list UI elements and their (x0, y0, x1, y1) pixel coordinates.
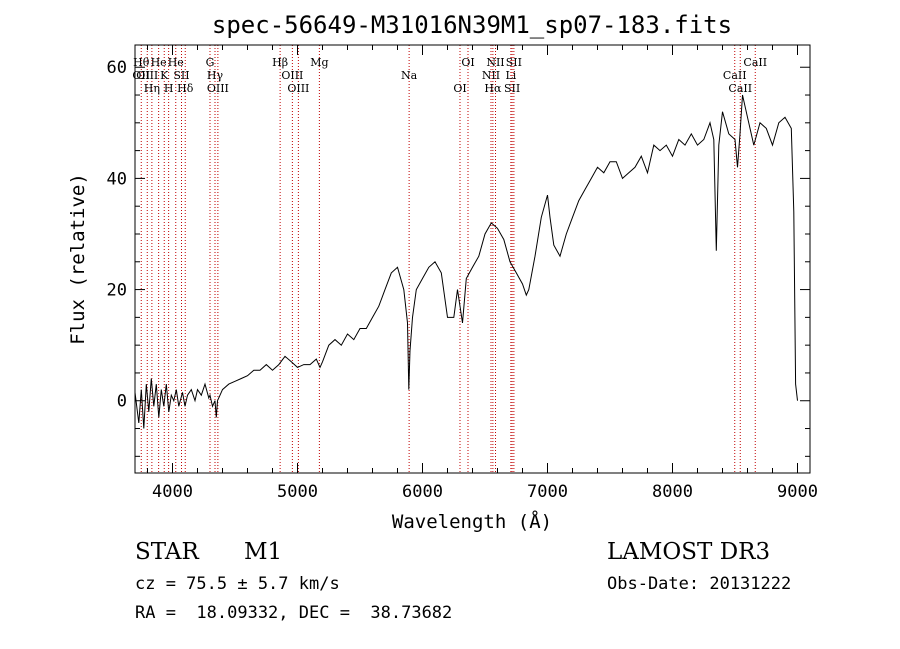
line-label: OIII (281, 69, 303, 82)
line-label: SII (504, 82, 520, 95)
line-label: CaII (723, 69, 747, 82)
line-label: Hθ (133, 56, 150, 69)
line-label: Mg (310, 56, 328, 69)
line-label: Hη (144, 82, 160, 95)
x-tick-label: 7000 (527, 482, 568, 502)
line-label: Li (505, 69, 516, 82)
coordinates: RA = 18.09332, DEC = 38.73682 (135, 603, 453, 623)
x-axis-ticks: 4000 5000 6000 7000 8000 9000 (147, 45, 818, 502)
x-tick-label: 8000 (652, 482, 693, 502)
line-label: K (160, 69, 169, 82)
line-label: OIII (136, 69, 158, 82)
line-label: CaII (728, 82, 752, 95)
x-axis-label: Wavelength (Å) (392, 510, 552, 533)
line-label: He (168, 56, 184, 69)
line-label: SII (173, 69, 189, 82)
line-label: OI (453, 82, 466, 95)
y-axis-ticks: 0 20 40 60 (107, 58, 810, 457)
line-label: Hβ (272, 56, 288, 69)
y-tick-label: 20 (107, 281, 127, 301)
spectrum-line (134, 94, 798, 429)
line-label: OIII (207, 82, 229, 95)
line-label: NII (482, 69, 500, 82)
plot-frame (134, 44, 811, 474)
observation-date: Obs-Date: 20131222 (607, 574, 792, 594)
chart-title: spec-56649-M31016N39M1_sp07-183.fits (212, 11, 732, 39)
x-tick-label: 5000 (277, 482, 318, 502)
line-label: CaII (743, 56, 767, 69)
line-label: OI (461, 56, 474, 69)
line-label: SII (506, 56, 522, 69)
line-label: G (206, 56, 215, 69)
object-class: STAR (135, 539, 199, 565)
line-label: OIII (287, 82, 309, 95)
line-label: OII (132, 69, 150, 82)
line-label: Hδ (177, 82, 194, 95)
line-label: H (164, 82, 174, 95)
y-tick-label: 0 (117, 392, 127, 412)
line-labels-layer: HθOIIOIIIHηHeKHHeSIIHδGHγOIIIHβOIIIOIIIM… (132, 56, 767, 95)
redshift-velocity: cz = 75.5 ± 5.7 km/s (135, 574, 340, 594)
y-axis-label: Flux (relative) (67, 173, 89, 345)
x-tick-label: 6000 (402, 482, 443, 502)
y-tick-label: 40 (107, 169, 127, 189)
line-label: Hα (484, 82, 502, 95)
emission-lines-layer (140, 45, 756, 473)
line-label: NII (486, 56, 504, 69)
line-label: Hγ (207, 69, 224, 82)
y-tick-label: 60 (107, 58, 127, 78)
line-label: He (151, 56, 167, 69)
survey-name: LAMOST DR3 (607, 539, 771, 565)
x-tick-label: 9000 (777, 482, 818, 502)
line-label: Na (401, 69, 418, 82)
object-subclass: M1 (244, 539, 283, 565)
x-tick-label: 4000 (152, 482, 193, 502)
